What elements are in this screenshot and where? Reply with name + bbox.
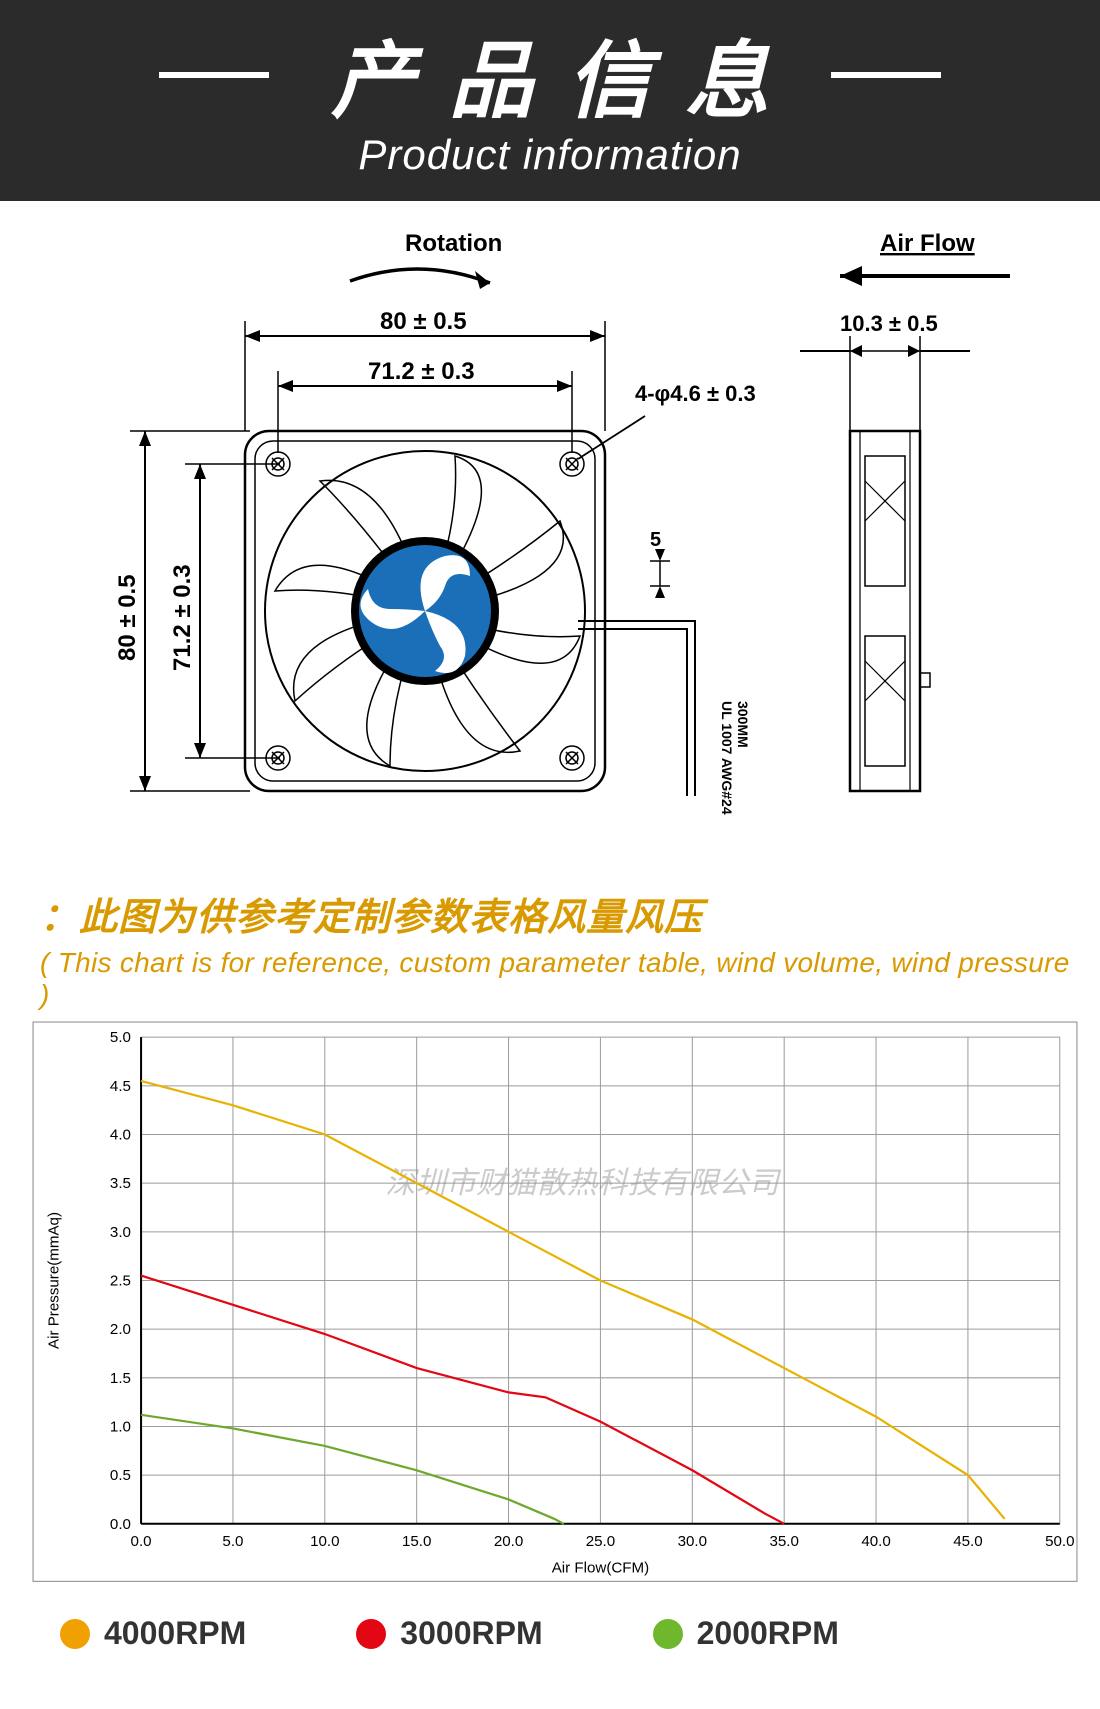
series-line [141, 1276, 784, 1524]
wire-spec-label: UL 1007 AWG#24 [719, 701, 735, 815]
legend-item: 2000RPM [653, 1615, 839, 1652]
x-axis-label: Air Flow(CFM) [552, 1559, 649, 1576]
svg-text:71.2 ± 0.3: 71.2 ± 0.3 [368, 358, 475, 385]
series-line [141, 1081, 1005, 1519]
header-line-left [159, 72, 269, 78]
chart-svg: 0.0 5.0 10.0 15.0 20.0 25.0 30.0 35.0 40.0 45.0 50… [30, 1019, 1080, 1584]
airflow-arrow-head [840, 266, 862, 286]
svg-text:71.2 ± 0.3: 71.2 ± 0.3 [169, 564, 196, 671]
xtick-label: 25.0 [586, 1533, 615, 1550]
dim-width-inner: 71.2 ± 0.3 [278, 358, 572, 453]
legend-dot-icon [356, 1619, 386, 1649]
technical-diagram: Rotation Air Flow 80 ± 0.5 71.2 ± 0.3 [0, 201, 1100, 876]
dim-height-inner: 71.2 ± 0.3 [169, 464, 280, 758]
chart-title-cn: ：此图为供参考定制参数表格风量风压 [40, 886, 1070, 941]
wire-len-label: 300MM [735, 701, 751, 748]
rotation-arrow-arc [350, 269, 490, 283]
ytick-label: 3.5 [110, 1175, 131, 1192]
ytick-label: 5.0 [110, 1029, 131, 1046]
header-banner: 产品信息 Product information [0, 0, 1100, 201]
diagram-svg: Rotation Air Flow 80 ± 0.5 71.2 ± 0.3 [50, 221, 1050, 861]
header-line-right [831, 72, 941, 78]
xtick-label: 5.0 [222, 1533, 243, 1550]
chart-border [33, 1022, 1077, 1581]
series-line [141, 1415, 564, 1524]
svg-text:5: 5 [650, 529, 661, 551]
header-title-row: 产品信息 [0, 14, 1100, 135]
rotation-label: Rotation [405, 230, 502, 257]
legend-label: 2000RPM [697, 1615, 839, 1652]
xtick-label: 45.0 [953, 1533, 982, 1550]
legend-dot-icon [653, 1619, 683, 1649]
xtick-label: 50.0 [1045, 1533, 1074, 1550]
legend-item: 3000RPM [356, 1615, 542, 1652]
airflow-label: Air Flow [880, 230, 975, 257]
ytick-label: 3.0 [110, 1224, 131, 1241]
y-axis-label: Air Pressure(mmAq) [45, 1212, 62, 1349]
chart-legend: 4000RPM 3000RPM 2000RPM [0, 1589, 1100, 1682]
legend-label: 4000RPM [104, 1615, 246, 1652]
ytick-label: 4.5 [110, 1078, 131, 1095]
svg-text:4-φ4.6 ± 0.3: 4-φ4.6 ± 0.3 [635, 381, 756, 406]
ytick-label: 1.5 [110, 1370, 131, 1387]
xtick-label: 35.0 [769, 1533, 798, 1550]
header-title-cn: 产品信息 [297, 14, 803, 135]
chart-title-en: ( This chart is for reference, custom pa… [40, 947, 1070, 1011]
svg-text:10.3 ± 0.5: 10.3 ± 0.5 [840, 311, 938, 336]
fan-side-view: 10.3 ± 0.5 [800, 311, 970, 791]
xtick-label: 0.0 [131, 1533, 152, 1550]
xtick-label: 30.0 [678, 1533, 707, 1550]
xtick-label: 10.0 [310, 1533, 339, 1550]
legend-item: 4000RPM [60, 1615, 246, 1652]
ytick-label: 4.0 [110, 1127, 131, 1144]
fan-front-view [245, 431, 605, 791]
dim-wire-gap: 5 [650, 529, 670, 598]
chart-watermark: 深圳市财猫散热科技有限公司 [385, 1167, 781, 1200]
svg-text:80 ± 0.5: 80 ± 0.5 [380, 308, 467, 335]
ytick-label: 2.5 [110, 1273, 131, 1290]
header-title-en: Product information [0, 131, 1100, 179]
chart-title-block: ：此图为供参考定制参数表格风量风压 ( This chart is for re… [0, 876, 1100, 1019]
xtick-label: 15.0 [402, 1533, 431, 1550]
legend-dot-icon [60, 1619, 90, 1649]
ytick-label: 0.5 [110, 1467, 131, 1484]
ytick-label: 0.0 [110, 1516, 131, 1533]
performance-chart: 0.0 5.0 10.0 15.0 20.0 25.0 30.0 35.0 40.0 45.0 50… [0, 1019, 1100, 1589]
ytick-label: 1.0 [110, 1419, 131, 1436]
ytick-label: 2.0 [110, 1321, 131, 1338]
xtick-label: 20.0 [494, 1533, 523, 1550]
legend-label: 3000RPM [400, 1615, 542, 1652]
svg-text:80 ± 0.5: 80 ± 0.5 [114, 574, 141, 661]
xtick-label: 40.0 [861, 1533, 890, 1550]
